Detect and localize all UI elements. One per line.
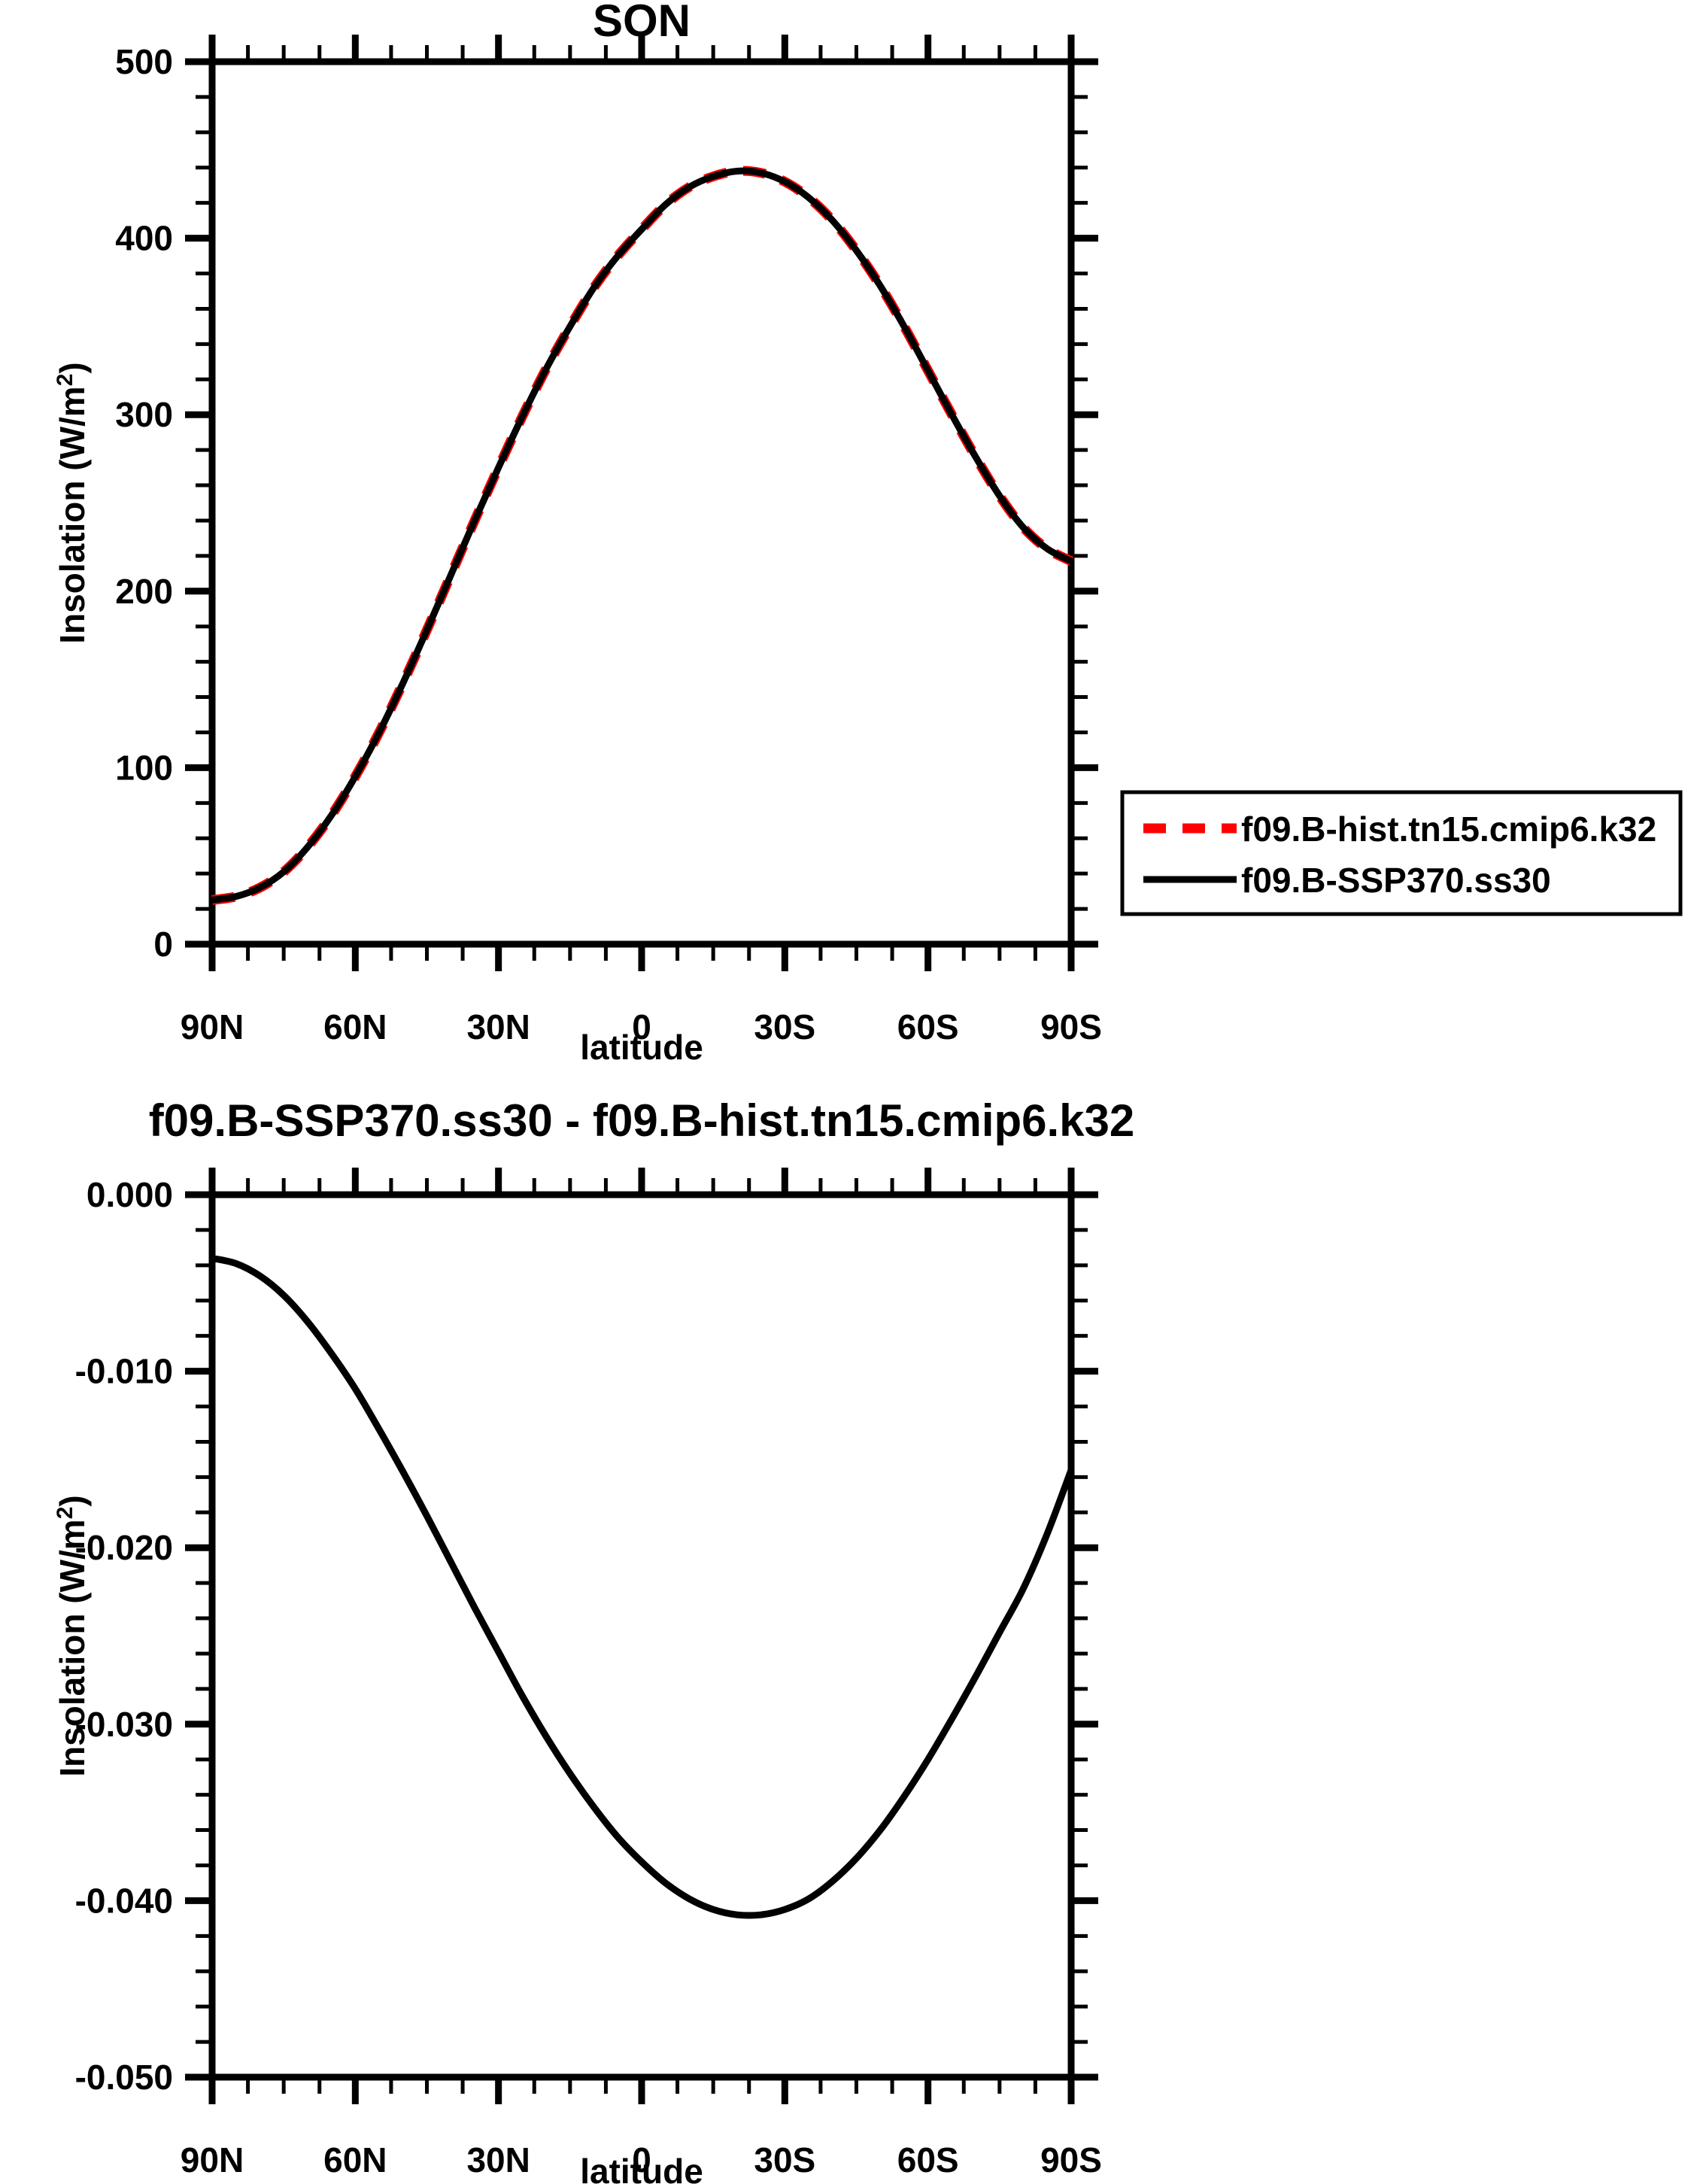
- x-tick-label: 90N: [181, 2140, 244, 2179]
- y-tick-label: -0.040: [75, 1881, 173, 1920]
- legend-label-1: f09.B-SSP370.ss30: [1241, 861, 1551, 900]
- x-tick-label: 30S: [754, 1007, 815, 1046]
- plot-frame-top-panel: [208, 58, 1075, 948]
- y-tick-label: -0.010: [75, 1352, 173, 1391]
- panel-bottom-panel: f09.B-SSP370.ss30 - f09.B-hist.tn15.cmip…: [53, 1095, 1134, 2184]
- x-tick-label: 90N: [181, 1007, 244, 1046]
- x-tick-label: 30N: [466, 2140, 530, 2179]
- x-tick-label: 90S: [1040, 1007, 1102, 1046]
- y-tick-label: 100: [115, 748, 173, 787]
- x-axis-title-top-panel: latitude: [580, 1028, 703, 1067]
- y-axis-title-top-panel: Insolation (W/m2): [53, 362, 92, 643]
- y-tick-label: -0.050: [75, 2058, 173, 2097]
- y-tick-label: -0.020: [75, 1528, 173, 1567]
- x-tick-label: 60S: [897, 2140, 959, 2179]
- x-tick-label: 30S: [754, 2140, 815, 2179]
- legend-label-0: f09.B-hist.tn15.cmip6.k32: [1241, 810, 1656, 849]
- x-tick-label: 60S: [897, 1007, 959, 1046]
- x-tick-label: 90S: [1040, 2140, 1102, 2179]
- x-tick-label: 60N: [323, 1007, 387, 1046]
- panel-title-bottom-panel: f09.B-SSP370.ss30 - f09.B-hist.tn15.cmip…: [149, 1095, 1135, 1146]
- series-line-f09.B-SSP370.ss30 - f09.B-hist.tn15.cmip6.k32: [211, 1255, 1075, 1919]
- y-tick-label: 400: [115, 219, 173, 258]
- y-tick-label: 0.000: [87, 1175, 173, 1214]
- x-axis-title-bottom-panel: latitude: [580, 2152, 703, 2184]
- x-tick-label: 30N: [466, 1007, 530, 1046]
- y-axis-title-bottom-panel: Insolation (W/m2): [53, 1495, 92, 1776]
- y-tick-label: -0.030: [75, 1705, 173, 1744]
- legend-box: [1120, 790, 1683, 916]
- legend: f09.B-hist.tn15.cmip6.k32 f09.B-SSP370.ss…: [1120, 790, 1683, 916]
- series-line-f09.B-SSP370.ss30: [211, 167, 1073, 904]
- plot-frame-bottom-panel: [208, 1191, 1075, 2081]
- y-tick-label: 0: [153, 925, 173, 964]
- y-tick-label: 500: [115, 42, 173, 81]
- y-tick-label: 200: [115, 572, 173, 611]
- y-tick-label: 300: [115, 395, 173, 434]
- x-tick-label: 0: [632, 1007, 651, 1046]
- x-tick-label: 0: [632, 2140, 651, 2179]
- series-line-f09.B-hist.tn15.cmip6.k32: [211, 166, 1073, 905]
- x-tick-label: 60N: [323, 2140, 387, 2179]
